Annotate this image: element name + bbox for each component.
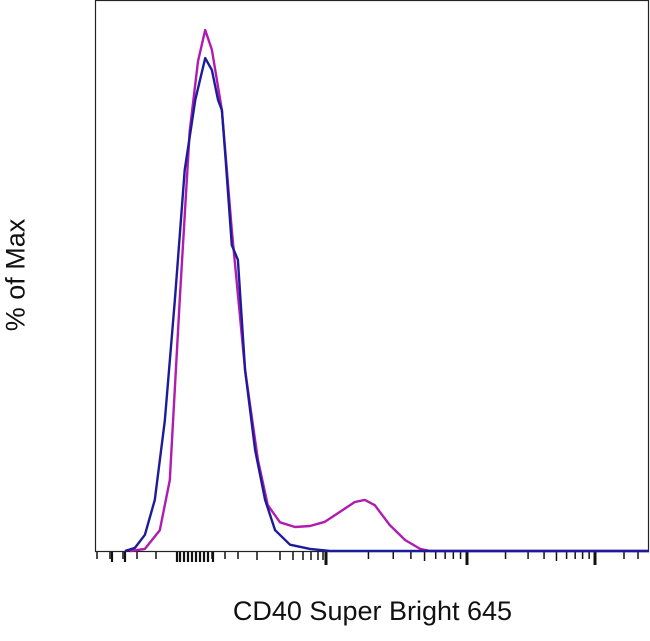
series-lines [124,28,649,553]
series-line-1 [129,28,649,553]
y-axis-label: % of Max [0,218,31,332]
plot-frame [94,0,650,553]
x-axis-ticks [96,552,639,565]
series-line-2 [124,56,649,553]
x-axis-label: CD40 Super Bright 645 [232,596,513,626]
